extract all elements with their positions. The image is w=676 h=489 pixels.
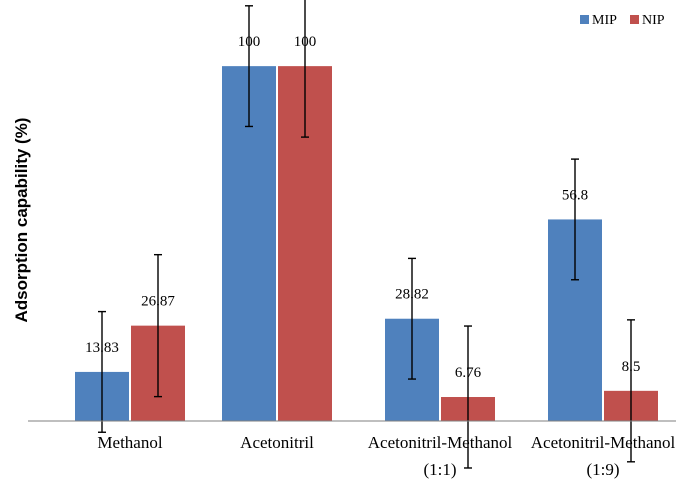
error-bar-mip-3 bbox=[571, 158, 579, 281]
data-label-mip-2: 28.82 bbox=[395, 287, 429, 303]
data-label-mip-0: 13.83 bbox=[85, 340, 119, 356]
x-tick-label-1: Acetonitril bbox=[240, 433, 314, 452]
error-bar-nip-1 bbox=[301, 0, 309, 138]
y-axis-label: Adsorption capability (%) bbox=[12, 118, 31, 323]
error-bars-layer bbox=[98, 0, 635, 469]
legend-swatch-nip bbox=[630, 15, 639, 24]
error-bar-mip-2 bbox=[408, 257, 416, 380]
x-tick-label-0: Methanol bbox=[97, 433, 162, 452]
error-bar-nip-0 bbox=[154, 253, 162, 398]
data-label-nip-2: 6.76 bbox=[455, 365, 482, 381]
legend: MIP NIP bbox=[580, 13, 665, 28]
error-bar-nip-2 bbox=[464, 325, 472, 469]
data-labels-layer: 13.83 100 28.82 56.8 26.87 100 6.76 8.5 bbox=[85, 34, 640, 381]
legend-label-nip: NIP bbox=[642, 13, 665, 28]
legend-swatch-mip bbox=[580, 15, 589, 24]
data-label-nip-0: 26.87 bbox=[141, 294, 175, 310]
x-tick-labels-layer: Methanol Acetonitril Acetonitril-Methanol(… bbox=[97, 433, 675, 479]
data-label-mip-3: 56.8 bbox=[562, 187, 588, 203]
legend-item-mip: MIP bbox=[580, 13, 617, 28]
data-label-nip-1: 100 bbox=[294, 34, 317, 50]
legend-item-nip: NIP bbox=[630, 13, 665, 28]
x-tick-label-3: Acetonitril-Methanol (1:9) bbox=[531, 433, 676, 479]
data-label-nip-3: 8.5 bbox=[622, 359, 641, 375]
error-bar-mip-0 bbox=[98, 310, 106, 433]
legend-label-mip: MIP bbox=[592, 13, 617, 28]
data-label-mip-1: 100 bbox=[238, 34, 261, 50]
bars-layer bbox=[75, 66, 658, 421]
error-bar-mip-1 bbox=[245, 5, 253, 128]
error-bar-nip-3 bbox=[627, 319, 635, 463]
x-tick-label-2: Acetonitril-Methanol (1:1) bbox=[368, 433, 513, 479]
